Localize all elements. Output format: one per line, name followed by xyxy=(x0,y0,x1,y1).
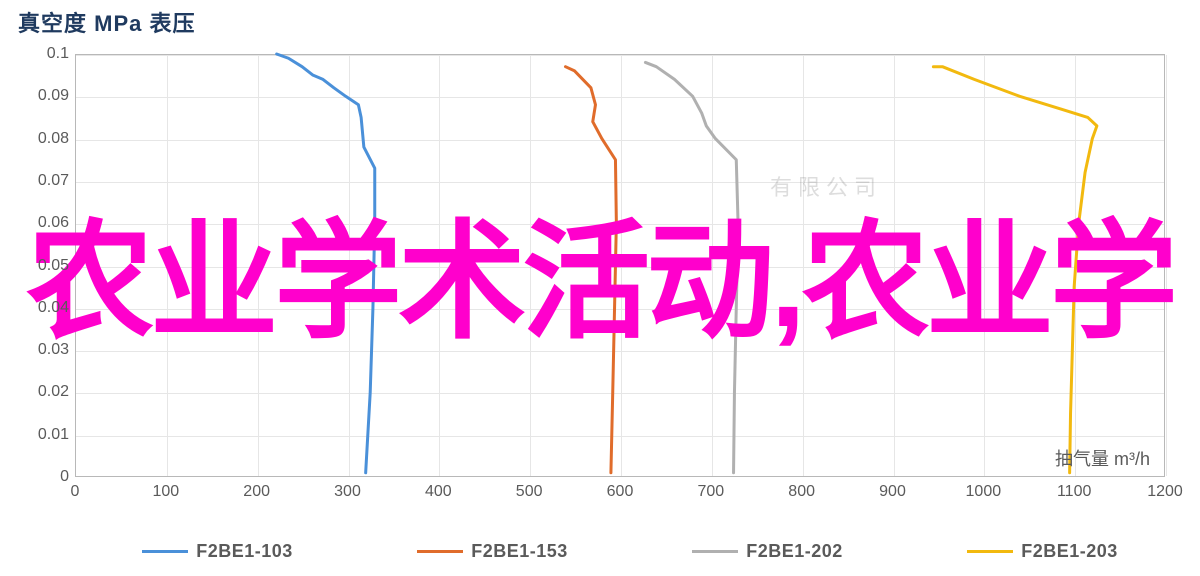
legend-item: F2BE1-103 xyxy=(142,541,293,562)
overlay-text: 农业学术活动,农业学 xyxy=(0,178,1200,363)
xtick-label: 500 xyxy=(499,483,559,501)
legend-swatch xyxy=(417,550,463,553)
overlay-char: 学 xyxy=(1050,211,1174,354)
ytick-label: 0.01 xyxy=(19,426,69,444)
xaxis-label: 抽气量 m³/h xyxy=(1055,445,1150,471)
overlay-char: 农 xyxy=(802,211,926,354)
xtick-label: 700 xyxy=(681,483,741,501)
legend-item: F2BE1-202 xyxy=(692,541,843,562)
xtick-label: 1200 xyxy=(1135,483,1195,501)
xtick-label: 1100 xyxy=(1044,483,1104,501)
xtick-label: 900 xyxy=(863,483,923,501)
xtick-label: 600 xyxy=(590,483,650,501)
ytick-label: 0.08 xyxy=(19,130,69,148)
legend-label: F2BE1-202 xyxy=(746,541,843,562)
legend-swatch xyxy=(967,550,1013,553)
overlay-char: 业 xyxy=(150,211,274,354)
overlay-char: 术 xyxy=(398,211,522,354)
overlay-char: 活 xyxy=(522,211,646,354)
xtick-label: 400 xyxy=(408,483,468,501)
legend-swatch xyxy=(142,550,188,553)
ytick-label: 0.09 xyxy=(19,87,69,105)
overlay-char: 农 xyxy=(26,211,150,354)
xtick-label: 100 xyxy=(136,483,196,501)
ytick-label: 0.03 xyxy=(19,341,69,359)
legend-label: F2BE1-153 xyxy=(471,541,568,562)
ytick-label: 0.05 xyxy=(19,257,69,275)
ytick-label: 0.06 xyxy=(19,214,69,232)
ytick-label: 0.1 xyxy=(19,45,69,63)
xtick-label: 200 xyxy=(227,483,287,501)
overlay-char: 学 xyxy=(274,211,398,354)
legend-label: F2BE1-103 xyxy=(196,541,293,562)
ytick-label: 0.04 xyxy=(19,299,69,317)
ytick-label: 0.02 xyxy=(19,383,69,401)
legend-swatch xyxy=(692,550,738,553)
overlay-char: 动 xyxy=(646,211,770,354)
xtick-label: 800 xyxy=(772,483,832,501)
xtick-label: 0 xyxy=(45,483,105,501)
xtick-label: 300 xyxy=(318,483,378,501)
legend-item: F2BE1-203 xyxy=(967,541,1118,562)
ytick-label: 0.07 xyxy=(19,172,69,190)
xtick-label: 1000 xyxy=(953,483,1013,501)
overlay-char: 业 xyxy=(926,211,1050,354)
legend: F2BE1-103 F2BE1-153 F2BE1-202 F2BE1-203 xyxy=(80,536,1180,566)
legend-item: F2BE1-153 xyxy=(417,541,568,562)
legend-label: F2BE1-203 xyxy=(1021,541,1118,562)
overlay-char: , xyxy=(770,211,802,354)
